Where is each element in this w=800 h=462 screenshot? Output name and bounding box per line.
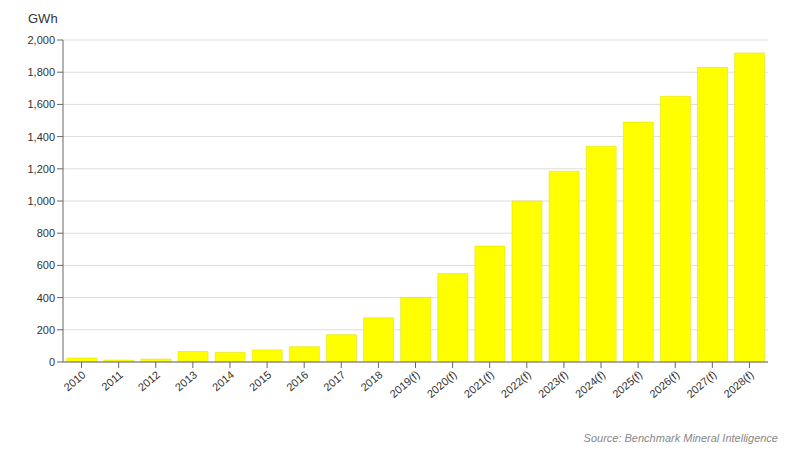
svg-text:2020(f): 2020(f) [424,368,458,400]
svg-text:1,200: 1,200 [27,163,55,175]
svg-text:2019(f): 2019(f) [387,368,421,400]
svg-text:2014: 2014 [210,368,236,393]
svg-text:2026(f): 2026(f) [647,368,681,400]
svg-text:800: 800 [37,227,55,239]
svg-text:1,600: 1,600 [27,98,55,110]
svg-text:2011: 2011 [99,368,125,392]
svg-text:2021(f): 2021(f) [462,368,496,400]
svg-text:2016: 2016 [284,368,310,393]
svg-text:600: 600 [37,259,55,271]
svg-text:2017: 2017 [321,368,347,393]
svg-text:2010: 2010 [61,368,87,393]
html-text:GWh: GWh [28,11,58,26]
svg-text:200: 200 [37,324,55,336]
svg-text:400: 400 [37,292,55,304]
svg-text:1,800: 1,800 [27,66,55,78]
svg-text:2023(f): 2023(f) [536,368,570,400]
svg-text:2018: 2018 [358,368,384,393]
svg-text:2028(f): 2028(f) [721,368,755,400]
svg-text:2015: 2015 [247,368,273,393]
html-text:Source: Benchmark Mineral Inte: Source: Benchmark Mineral Intelligence [583,432,778,444]
svg-text:1,000: 1,000 [27,195,55,207]
svg-text:1,400: 1,400 [27,131,55,143]
svg-text:2013: 2013 [173,368,199,393]
svg-text:2012: 2012 [136,368,162,393]
svg-text:2,000: 2,000 [27,34,55,46]
svg-text:2022(f): 2022(f) [499,368,533,400]
svg-text:2024(f): 2024(f) [573,368,607,400]
svg-text:2025(f): 2025(f) [610,368,644,400]
svg-text:0: 0 [49,356,55,368]
svg-text:2027(f): 2027(f) [684,368,718,400]
